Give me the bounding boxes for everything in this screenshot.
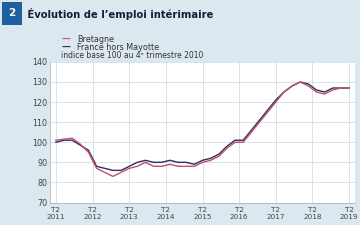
Text: Évolution de l’emploi intérimaire: Évolution de l’emploi intérimaire — [24, 7, 214, 20]
Text: —: — — [61, 35, 70, 44]
Text: France hors Mayotte: France hors Mayotte — [77, 43, 159, 52]
FancyBboxPatch shape — [2, 2, 22, 25]
Text: indice base 100 au 4ᵉ trimestre 2010: indice base 100 au 4ᵉ trimestre 2010 — [61, 51, 203, 60]
Text: 2: 2 — [8, 9, 15, 18]
Text: —: — — [61, 43, 70, 52]
Text: Bretagne: Bretagne — [77, 35, 114, 44]
